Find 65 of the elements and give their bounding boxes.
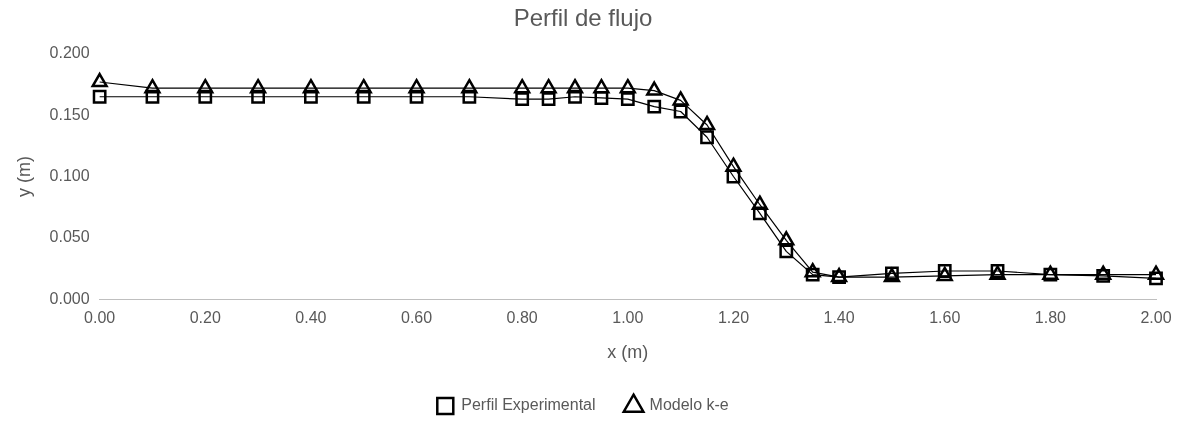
point xyxy=(937,264,952,278)
point xyxy=(514,78,531,94)
y-tick-label: 0.050 xyxy=(49,228,90,246)
x-tick-label: 0.60 xyxy=(400,309,433,327)
y-tick-label: 0.150 xyxy=(49,105,90,123)
point xyxy=(1149,271,1163,286)
point xyxy=(541,92,556,107)
x-tick-label: 1.40 xyxy=(823,309,855,327)
point xyxy=(566,78,584,94)
point xyxy=(461,78,478,94)
point xyxy=(619,78,636,94)
point xyxy=(540,78,557,94)
point xyxy=(726,169,741,184)
point xyxy=(91,72,108,88)
point xyxy=(145,89,160,104)
point xyxy=(594,91,609,105)
point xyxy=(593,78,610,94)
point xyxy=(568,89,582,104)
point xyxy=(936,266,953,282)
x-tick-label: 1.20 xyxy=(717,309,750,327)
x-tick-label: 2.00 xyxy=(1140,309,1172,327)
point xyxy=(515,92,530,107)
point xyxy=(647,99,662,114)
point xyxy=(673,104,688,119)
y-tick-label: 0.100 xyxy=(49,166,90,184)
x-tick-label: 1.00 xyxy=(612,309,644,327)
point xyxy=(249,78,267,94)
chart-title: Perfil de flujo xyxy=(513,4,653,32)
point xyxy=(779,244,794,259)
point xyxy=(409,89,424,104)
y-tick-label: 0.000 xyxy=(49,289,90,307)
point xyxy=(752,206,767,221)
x-tick-label: 0.00 xyxy=(84,309,116,327)
point xyxy=(302,78,320,94)
point xyxy=(144,78,161,94)
point xyxy=(462,89,477,104)
x-tick-label: 0.40 xyxy=(295,309,327,327)
point xyxy=(725,157,742,172)
point xyxy=(700,130,714,145)
point xyxy=(355,78,372,94)
point xyxy=(92,89,107,104)
point xyxy=(1147,265,1165,280)
x-tick-label: 0.80 xyxy=(506,309,538,327)
point xyxy=(805,267,820,282)
x-tick-label: 1.80 xyxy=(1034,309,1067,327)
x-tick-label: 1.60 xyxy=(929,309,961,327)
point xyxy=(804,262,821,278)
legend-label: Modelo k-e xyxy=(649,396,729,414)
point xyxy=(751,195,769,210)
x-axis-title: x (m) xyxy=(607,342,649,363)
point xyxy=(698,115,716,131)
point xyxy=(356,89,371,104)
point xyxy=(408,78,425,94)
point xyxy=(620,92,635,107)
point xyxy=(251,89,265,104)
y-axis-title: y (m) xyxy=(13,156,34,197)
legend-label: Perfil Experimental xyxy=(461,396,596,414)
point xyxy=(304,89,318,104)
point xyxy=(198,89,213,104)
point xyxy=(197,78,214,94)
point xyxy=(778,231,795,246)
x-tick-label: 0.20 xyxy=(189,309,221,327)
y-tick-label: 0.200 xyxy=(49,44,90,62)
point xyxy=(672,91,689,106)
point xyxy=(646,81,663,96)
